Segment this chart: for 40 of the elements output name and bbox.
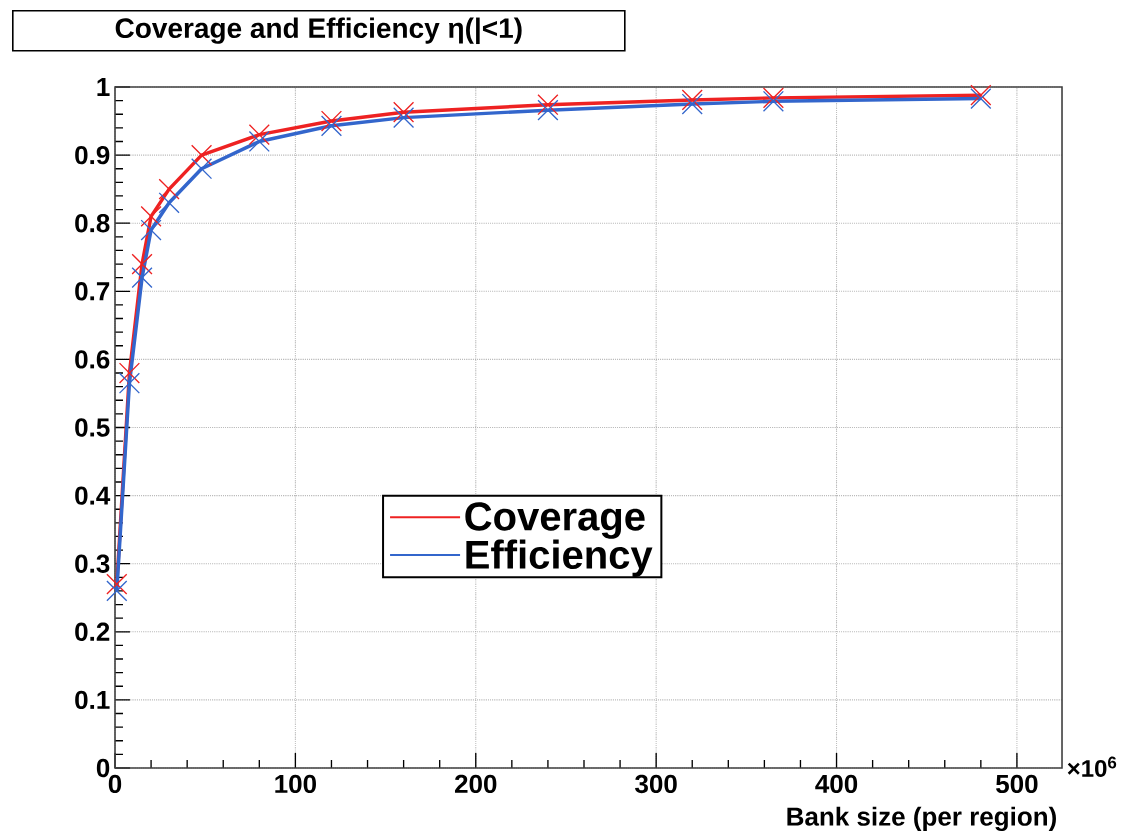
- y-tick-label: 1: [97, 78, 110, 96]
- x-tick-label: 200: [454, 774, 497, 794]
- point: [118, 372, 140, 394]
- point: [191, 144, 213, 166]
- y-tick-label: 0.1: [75, 690, 110, 710]
- point: [140, 219, 162, 241]
- point: [248, 124, 270, 146]
- point: [118, 362, 140, 384]
- point: [158, 192, 180, 214]
- y-tick-label: 0.8: [75, 213, 110, 233]
- y-tick-label: 0: [96, 758, 110, 778]
- point: [320, 110, 343, 132]
- x-tick-label: 500: [996, 774, 1038, 794]
- point: [140, 205, 162, 227]
- y-tick-label: 0.9: [75, 145, 110, 165]
- y-tick-label: 0.4: [75, 486, 111, 505]
- point: [131, 267, 153, 289]
- legend-label: Coverage: [465, 502, 645, 539]
- y-tick-label: 0.5: [75, 418, 110, 437]
- point: [248, 130, 270, 153]
- point: [537, 99, 559, 121]
- point: [106, 573, 128, 595]
- y-tick-label: 0.7: [75, 282, 110, 301]
- point: [106, 580, 128, 602]
- y-tick-label: 0.6: [75, 350, 110, 369]
- y-tick-label: 0.2: [75, 622, 110, 641]
- x-tick-label: 400: [815, 774, 858, 794]
- legend-label: Efficiency: [466, 539, 653, 577]
- point: [191, 158, 213, 180]
- point: [393, 107, 415, 129]
- x-tick-label: 300: [635, 774, 677, 794]
- point: [320, 115, 343, 137]
- y-tick-label: 0.3: [75, 554, 110, 573]
- point: [393, 101, 415, 123]
- x-axis-title: Bank size (per region): [787, 806, 1056, 832]
- point: [131, 253, 153, 275]
- point: [537, 94, 559, 116]
- text: ×10$^{6}$: [1067, 756, 1117, 777]
- chart-title: Coverage and Efficiency η(|<1): [115, 17, 522, 45]
- x-tick-label: 100: [275, 774, 316, 794]
